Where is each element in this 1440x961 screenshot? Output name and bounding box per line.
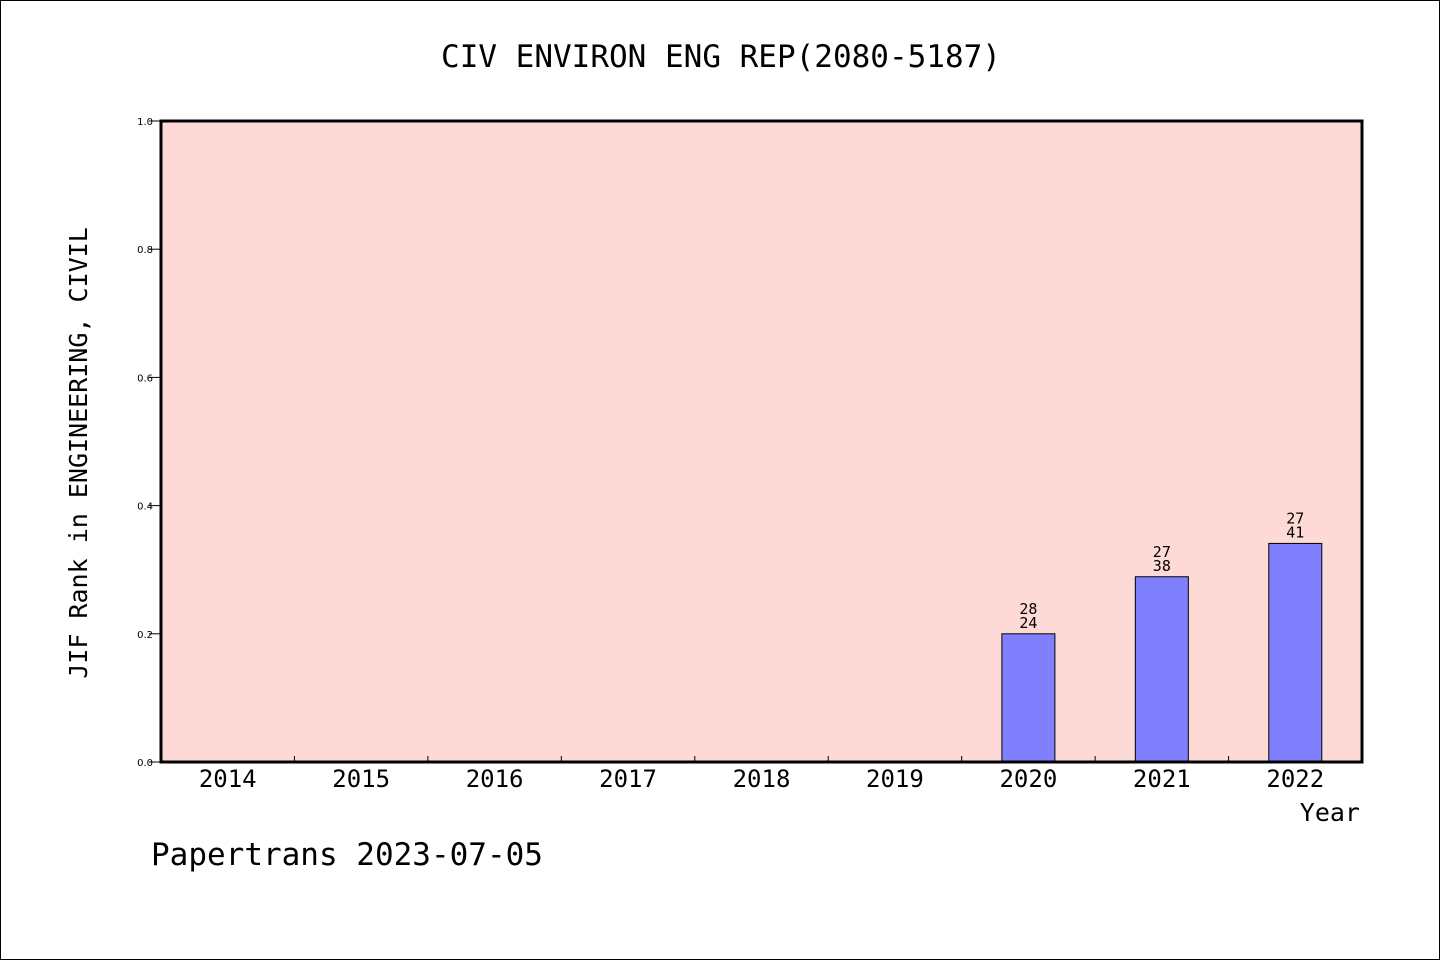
footer-text: Papertrans 2023-07-05: [151, 837, 543, 873]
y-tick-label: 0.6: [137, 373, 153, 384]
y-tick-label: 1.0: [137, 117, 153, 128]
bar-label-total: 41: [1286, 523, 1304, 541]
x-tick-label: 2018: [733, 765, 791, 793]
x-tick-label: 2021: [1133, 765, 1191, 793]
y-tick-label: 0.2: [137, 630, 153, 641]
bar-label-rank: 27: [1153, 543, 1171, 561]
x-tick-label: 2016: [466, 765, 524, 793]
bar-2021: [1134, 576, 1189, 763]
y-tick-label: 0.0: [137, 758, 153, 769]
plot-frame: [159, 119, 1364, 764]
chart-title: CIV ENVIRON ENG REP(2080-5187): [441, 39, 1001, 75]
x-axis-label: Year: [1300, 798, 1360, 827]
bar-2020: [1001, 633, 1056, 763]
bar-label-total: 38: [1153, 557, 1171, 575]
bar-label-rank: 27: [1286, 509, 1304, 527]
x-tick-label: 2015: [332, 765, 390, 793]
x-tick-label: 2014: [199, 765, 257, 793]
bar-label-total: 24: [1019, 614, 1037, 632]
bar-label-rank: 28: [1019, 600, 1037, 618]
y-axis-label: JIF Rank in ENGINEERING, CIVIL: [64, 227, 93, 679]
x-tick-label: 2017: [599, 765, 657, 793]
y-tick-label: 0.8: [137, 245, 153, 256]
x-tick-label: 2022: [1266, 765, 1324, 793]
x-tick-label: 2020: [999, 765, 1057, 793]
x-tick-label: 2019: [866, 765, 924, 793]
bar-2022: [1268, 542, 1323, 763]
y-tick-label: 0.4: [137, 502, 153, 513]
